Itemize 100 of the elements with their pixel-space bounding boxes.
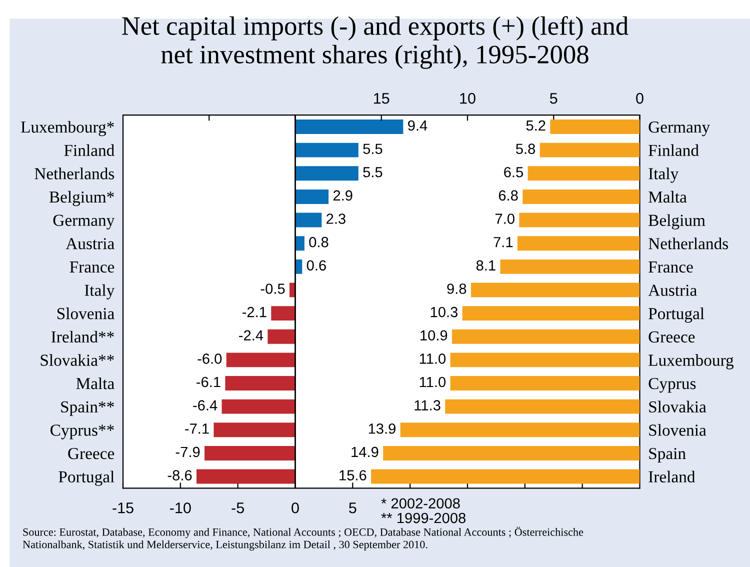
data-label: 11.3 [414, 400, 440, 410]
data-label: -0.5 [260, 284, 285, 294]
data-label: 8.1 [476, 260, 496, 271]
y-tick-label: Cyprus** [50, 424, 114, 440]
data-label: 0.6 [306, 260, 326, 271]
bar [295, 189, 329, 204]
bar [222, 399, 296, 414]
source-note: Source: Eurostat, Database, Economy and Finance, National Accounts ; OECD, Database National Accounts ; Österreichische Nationalbank, Statistik und Melderservice, Leistungsbilanz im Detail , 30 September 2010. [22, 526, 584, 551]
data-label: 11.0 [420, 376, 446, 388]
data-label: -7.1 [185, 424, 209, 434]
bar [226, 352, 296, 368]
y-tick-label: France [70, 262, 114, 273]
chart-title: Net capital imports (-) and exports (+) (left) and net investment shares (right), 1995-2008 [122, 16, 628, 69]
bar [450, 376, 640, 390]
bar [271, 306, 296, 321]
x-tick-label: 10 [460, 92, 476, 104]
y-tick-label: Germany [648, 121, 710, 136]
text: * 2002-2008 ** 1999-2008 [381, 498, 466, 524]
y-tick-label: Luxembourg [648, 354, 734, 370]
y-tick-label: Spain [649, 448, 686, 463]
y-tick-label: Malta [76, 377, 114, 390]
y-tick-label: Finland [64, 144, 114, 156]
data-label: 11.0 [420, 354, 446, 364]
y-tick-label: Netherlands [34, 168, 114, 180]
y-tick-label: Greece [648, 331, 695, 343]
bar [225, 376, 296, 390]
data-label: 6.5 [504, 166, 524, 178]
y-tick-label: Slovenia [57, 308, 114, 320]
data-label: 10.9 [420, 330, 448, 341]
x-tick-label: -5 [232, 502, 244, 514]
bar [295, 142, 358, 158]
data-label: 14.9 [352, 446, 378, 458]
y-tick-label: Austria [648, 284, 697, 296]
y-tick-label: Malta [648, 190, 687, 203]
y-tick-label: Portugal [648, 308, 704, 323]
x-tick-label: -10 [170, 502, 191, 514]
y-tick-label: Greece [68, 448, 114, 460]
bar [500, 259, 640, 274]
y-tick-label: Italy [648, 168, 679, 183]
data-label: 15.6 [340, 470, 366, 480]
y-tick-label: Italy [84, 284, 115, 300]
bar [214, 422, 296, 438]
bar [522, 189, 640, 204]
data-label: 7.1 [494, 237, 513, 248]
x-tick-label: 5 [550, 93, 558, 104]
data-label: 5.8 [516, 144, 536, 154]
x-tick-label: 0 [292, 502, 299, 514]
data-label: 5.5 [363, 144, 382, 154]
y-tick-label: Belgium* [49, 190, 114, 206]
bar [383, 446, 640, 460]
data-label: -2.1 [242, 306, 266, 318]
data-label: 5.2 [526, 120, 546, 131]
y-tick-label: Finland [648, 144, 699, 156]
bar [295, 212, 322, 228]
data-label: 2.9 [333, 190, 352, 201]
bar [371, 469, 640, 484]
bar [519, 212, 640, 228]
y-tick-label: Portugal [58, 470, 114, 486]
data-label: -8.6 [168, 470, 192, 480]
bar [295, 120, 404, 134]
y-tick-label: Germany [53, 214, 115, 230]
y-tick-label: Spain** [61, 401, 114, 416]
y-tick-label: Netherlands [648, 238, 728, 250]
bar [295, 166, 358, 181]
bar [204, 446, 296, 460]
y-tick-label: Cyprus [648, 378, 696, 393]
bar [528, 166, 640, 181]
bar [517, 236, 640, 251]
bar [462, 306, 640, 321]
bar [445, 399, 640, 414]
bar [540, 142, 640, 158]
y-tick-label: France [648, 262, 693, 273]
y-tick-label: Belgium [648, 214, 706, 230]
data-label: 5.5 [363, 167, 382, 178]
data-label: 10.3 [430, 306, 458, 318]
y-tick-label: Slovakia [649, 400, 706, 413]
data-label: 2.3 [326, 214, 346, 224]
bar [452, 329, 640, 344]
data-label: 7.0 [495, 214, 514, 224]
x-tick-label: -15 [112, 502, 134, 514]
data-label: -6.4 [193, 400, 218, 410]
data-label: 13.9 [368, 423, 396, 434]
x-tick-label: 5 [349, 502, 356, 514]
x-tick-label: 15 [374, 93, 390, 104]
data-label: 0.8 [309, 236, 328, 248]
x-tick-label: 0 [636, 92, 644, 104]
y-tick-label: Ireland [648, 470, 696, 482]
bar [470, 282, 640, 298]
bar [268, 329, 296, 344]
bar [550, 120, 640, 134]
data-label: -6.0 [198, 354, 222, 364]
bar [400, 422, 640, 438]
data-label: 9.4 [408, 120, 428, 131]
y-tick-label: Luxembourg* [21, 120, 114, 136]
data-label: -7.9 [176, 446, 200, 458]
data-label: -2.4 [239, 330, 264, 340]
y-tick-label: Slovakia** [40, 354, 114, 366]
data-label: 9.8 [447, 284, 466, 294]
data-label: 6.8 [498, 190, 518, 201]
y-tick-label: Ireland** [51, 330, 114, 343]
